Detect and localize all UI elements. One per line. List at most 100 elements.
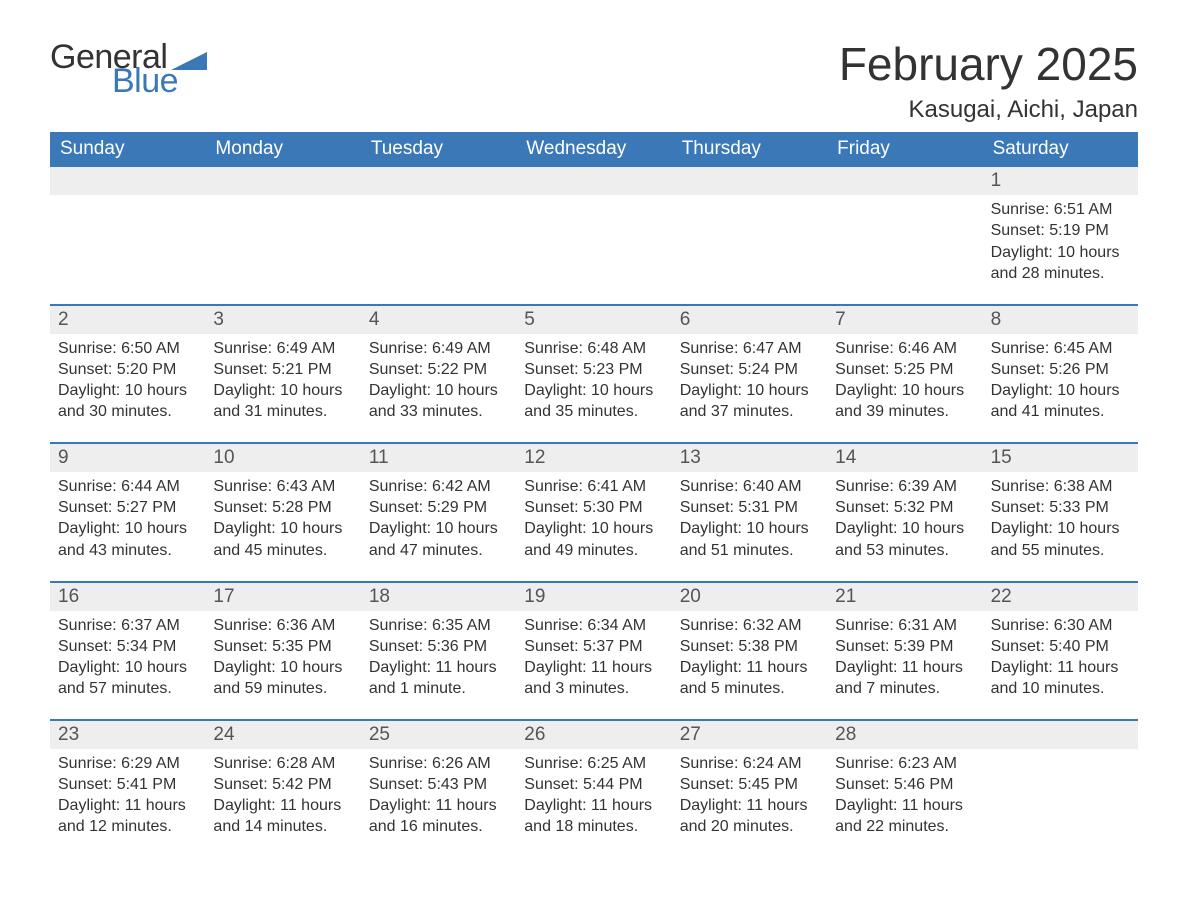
- day-sunset-text: Sunset: 5:25 PM: [835, 359, 974, 380]
- day-cell: Sunrise: 6:26 AMSunset: 5:43 PMDaylight:…: [361, 749, 516, 857]
- day-sunset-text: Sunset: 5:22 PM: [369, 359, 508, 380]
- logo: General Blue: [50, 40, 207, 98]
- day-cell: [205, 195, 360, 303]
- day-day1-text: Daylight: 10 hours: [213, 380, 352, 401]
- day-cell: Sunrise: 6:43 AMSunset: 5:28 PMDaylight:…: [205, 472, 360, 580]
- day-day2-text: and 37 minutes.: [680, 401, 819, 422]
- day-sunrise-text: Sunrise: 6:39 AM: [835, 476, 974, 497]
- day-sunrise-text: Sunrise: 6:28 AM: [213, 753, 352, 774]
- title-block: February 2025 Kasugai, Aichi, Japan: [839, 40, 1138, 124]
- day-number: 20: [672, 583, 827, 611]
- day-day2-text: and 39 minutes.: [835, 401, 974, 422]
- day-number: 5: [516, 306, 671, 334]
- day-number: 21: [827, 583, 982, 611]
- day-number-strip: 1: [50, 167, 1138, 195]
- day-day2-text: and 16 minutes.: [369, 816, 508, 837]
- day-number: 2: [50, 306, 205, 334]
- day-day1-text: Daylight: 10 hours: [991, 380, 1130, 401]
- day-day1-text: Daylight: 10 hours: [524, 518, 663, 539]
- day-sunrise-text: Sunrise: 6:31 AM: [835, 615, 974, 636]
- day-cell: Sunrise: 6:46 AMSunset: 5:25 PMDaylight:…: [827, 334, 982, 442]
- day-sunset-text: Sunset: 5:27 PM: [58, 497, 197, 518]
- day-number-strip: 9101112131415: [50, 444, 1138, 472]
- day-day2-text: and 7 minutes.: [835, 678, 974, 699]
- day-header: Sunday: [50, 132, 205, 167]
- day-sunrise-text: Sunrise: 6:30 AM: [991, 615, 1130, 636]
- day-day1-text: Daylight: 10 hours: [58, 380, 197, 401]
- day-sunset-text: Sunset: 5:30 PM: [524, 497, 663, 518]
- day-number: [205, 167, 360, 195]
- day-sunset-text: Sunset: 5:21 PM: [213, 359, 352, 380]
- day-day1-text: Daylight: 10 hours: [58, 657, 197, 678]
- day-day2-text: and 14 minutes.: [213, 816, 352, 837]
- day-sunrise-text: Sunrise: 6:51 AM: [991, 199, 1130, 220]
- day-number: 1: [983, 167, 1138, 195]
- day-day2-text: and 18 minutes.: [524, 816, 663, 837]
- day-day2-text: and 41 minutes.: [991, 401, 1130, 422]
- day-sunset-text: Sunset: 5:42 PM: [213, 774, 352, 795]
- day-number-strip: 232425262728: [50, 721, 1138, 749]
- day-day2-text: and 31 minutes.: [213, 401, 352, 422]
- day-sunset-text: Sunset: 5:31 PM: [680, 497, 819, 518]
- day-day1-text: Daylight: 10 hours: [213, 518, 352, 539]
- day-cell: [516, 195, 671, 303]
- day-sunset-text: Sunset: 5:41 PM: [58, 774, 197, 795]
- day-number: 18: [361, 583, 516, 611]
- week-row: 2345678Sunrise: 6:50 AMSunset: 5:20 PMDa…: [50, 304, 1138, 442]
- day-day2-text: and 12 minutes.: [58, 816, 197, 837]
- day-day2-text: and 30 minutes.: [58, 401, 197, 422]
- day-day1-text: Daylight: 10 hours: [680, 380, 819, 401]
- day-day1-text: Daylight: 11 hours: [58, 795, 197, 816]
- day-number: 22: [983, 583, 1138, 611]
- day-header-row: Sunday Monday Tuesday Wednesday Thursday…: [50, 132, 1138, 167]
- day-number: 24: [205, 721, 360, 749]
- day-sunrise-text: Sunrise: 6:23 AM: [835, 753, 974, 774]
- logo-triangle-icon: [171, 48, 207, 74]
- day-sunset-text: Sunset: 5:40 PM: [991, 636, 1130, 657]
- day-number: 26: [516, 721, 671, 749]
- day-header: Wednesday: [516, 132, 671, 167]
- day-cell: Sunrise: 6:38 AMSunset: 5:33 PMDaylight:…: [983, 472, 1138, 580]
- day-sunset-text: Sunset: 5:35 PM: [213, 636, 352, 657]
- day-day1-text: Daylight: 11 hours: [835, 795, 974, 816]
- day-sunrise-text: Sunrise: 6:42 AM: [369, 476, 508, 497]
- day-day2-text: and 57 minutes.: [58, 678, 197, 699]
- day-number: 23: [50, 721, 205, 749]
- day-day2-text: and 33 minutes.: [369, 401, 508, 422]
- day-day1-text: Daylight: 10 hours: [369, 380, 508, 401]
- day-day2-text: and 43 minutes.: [58, 540, 197, 561]
- day-day1-text: Daylight: 11 hours: [680, 795, 819, 816]
- day-cell: Sunrise: 6:24 AMSunset: 5:45 PMDaylight:…: [672, 749, 827, 857]
- day-day2-text: and 5 minutes.: [680, 678, 819, 699]
- day-sunrise-text: Sunrise: 6:40 AM: [680, 476, 819, 497]
- day-sunrise-text: Sunrise: 6:46 AM: [835, 338, 974, 359]
- day-cell: Sunrise: 6:44 AMSunset: 5:27 PMDaylight:…: [50, 472, 205, 580]
- day-header: Saturday: [983, 132, 1138, 167]
- day-sunrise-text: Sunrise: 6:49 AM: [369, 338, 508, 359]
- day-sunset-text: Sunset: 5:45 PM: [680, 774, 819, 795]
- day-number: [516, 167, 671, 195]
- day-number: [827, 167, 982, 195]
- day-number-strip: 2345678: [50, 306, 1138, 334]
- day-header: Friday: [827, 132, 982, 167]
- day-sunrise-text: Sunrise: 6:47 AM: [680, 338, 819, 359]
- day-sunset-text: Sunset: 5:29 PM: [369, 497, 508, 518]
- day-day2-text: and 1 minute.: [369, 678, 508, 699]
- day-day2-text: and 51 minutes.: [680, 540, 819, 561]
- day-number-strip: 16171819202122: [50, 583, 1138, 611]
- day-cell: Sunrise: 6:30 AMSunset: 5:40 PMDaylight:…: [983, 611, 1138, 719]
- day-number: 3: [205, 306, 360, 334]
- day-day2-text: and 55 minutes.: [991, 540, 1130, 561]
- day-day1-text: Daylight: 11 hours: [835, 657, 974, 678]
- day-cell: [983, 749, 1138, 857]
- day-sunset-text: Sunset: 5:38 PM: [680, 636, 819, 657]
- day-sunrise-text: Sunrise: 6:38 AM: [991, 476, 1130, 497]
- day-sunset-text: Sunset: 5:37 PM: [524, 636, 663, 657]
- location-label: Kasugai, Aichi, Japan: [839, 96, 1138, 124]
- day-day1-text: Daylight: 10 hours: [991, 242, 1130, 263]
- week-row: 16171819202122Sunrise: 6:37 AMSunset: 5:…: [50, 581, 1138, 719]
- day-day2-text: and 20 minutes.: [680, 816, 819, 837]
- day-cell: Sunrise: 6:45 AMSunset: 5:26 PMDaylight:…: [983, 334, 1138, 442]
- day-sunset-text: Sunset: 5:32 PM: [835, 497, 974, 518]
- day-sunset-text: Sunset: 5:36 PM: [369, 636, 508, 657]
